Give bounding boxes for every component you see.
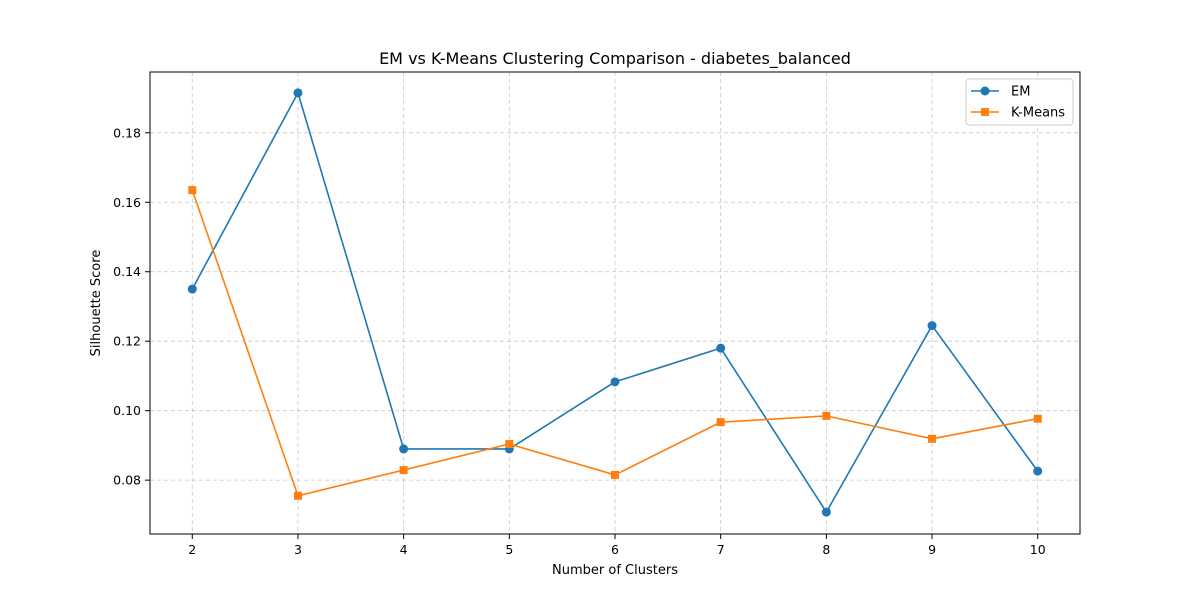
x-tick-label: 7 bbox=[717, 542, 725, 557]
x-tick-label: 2 bbox=[188, 542, 196, 557]
x-tick-label: 6 bbox=[611, 542, 619, 557]
data-point-k-means bbox=[716, 418, 725, 427]
chart-title: EM vs K-Means Clustering Comparison - di… bbox=[379, 49, 851, 69]
data-point-k-means bbox=[293, 491, 302, 500]
data-point-k-means bbox=[188, 186, 197, 195]
x-tick-label: 10 bbox=[1030, 542, 1046, 557]
data-point-em bbox=[610, 377, 620, 387]
x-tick-label: 4 bbox=[400, 542, 408, 557]
legend-marker bbox=[980, 86, 990, 96]
x-tick-label: 9 bbox=[928, 542, 936, 557]
data-point-k-means bbox=[399, 466, 408, 475]
x-tick-label: 3 bbox=[294, 542, 302, 557]
x-axis-label: Number of Clusters bbox=[552, 563, 678, 578]
data-point-em bbox=[821, 507, 831, 517]
y-tick-label: 0.10 bbox=[113, 403, 141, 418]
data-point-em bbox=[293, 88, 303, 98]
series-group bbox=[187, 88, 1043, 517]
axis-ticks: 2 3 4 5 6 7 8 9 10 0.08 0.10 0.12 0.14 0.16 0.18 bbox=[113, 125, 1046, 557]
y-axis-label: Silhouette Score bbox=[89, 250, 104, 357]
x-tick-label: 5 bbox=[505, 542, 513, 557]
y-tick-label: 0.14 bbox=[113, 264, 141, 279]
grid-lines bbox=[150, 72, 1080, 534]
legend-label: EM bbox=[1011, 85, 1030, 100]
y-tick-label: 0.08 bbox=[113, 473, 141, 488]
data-point-k-means bbox=[822, 411, 831, 420]
y-tick-label: 0.16 bbox=[113, 195, 141, 210]
data-point-em bbox=[187, 284, 197, 294]
legend-marker bbox=[981, 108, 989, 116]
y-tick-label: 0.18 bbox=[113, 125, 141, 140]
data-point-k-means bbox=[611, 470, 619, 479]
series-line-em bbox=[191, 92, 1039, 513]
y-tick-label: 0.12 bbox=[113, 334, 141, 349]
data-point-em bbox=[399, 444, 409, 454]
series-k-means bbox=[188, 186, 1042, 500]
legend-item-em: EM bbox=[971, 85, 1030, 100]
data-point-em bbox=[927, 321, 937, 331]
legend: EM K-Means bbox=[965, 78, 1074, 126]
data-point-k-means bbox=[505, 440, 514, 449]
x-tick-label: 8 bbox=[822, 542, 830, 557]
data-point-em bbox=[716, 343, 726, 353]
legend-label: K-Means bbox=[1011, 106, 1065, 121]
series-em bbox=[187, 88, 1043, 517]
data-point-em bbox=[1033, 466, 1043, 476]
data-point-k-means bbox=[1033, 414, 1042, 423]
data-point-k-means bbox=[928, 434, 937, 443]
legend-item-k-means: K-Means bbox=[971, 106, 1065, 121]
